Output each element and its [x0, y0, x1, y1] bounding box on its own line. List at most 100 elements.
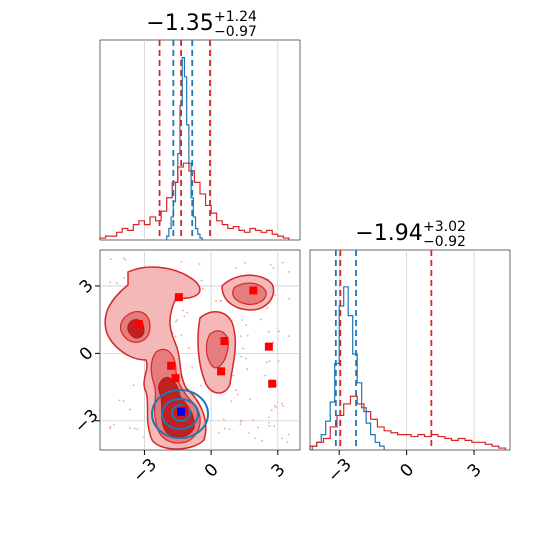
sample-point [270, 409, 273, 411]
sample-point [133, 427, 136, 430]
marginal-2-plus: +3.02 [423, 219, 466, 235]
sample-point [174, 335, 177, 338]
sample-point [132, 384, 135, 387]
marginal-2-frame [309, 249, 511, 451]
sample-point [109, 258, 112, 261]
sample-point [254, 437, 257, 440]
sample-point [275, 406, 277, 409]
sample-point [273, 405, 276, 407]
x-tick-label: 3 [268, 460, 290, 482]
x-tick-label: 0 [396, 460, 418, 482]
x-tick-label: −3 [129, 455, 161, 487]
blue-contour-mid [161, 398, 199, 430]
joint-y-ticks: 3 0 −3 [71, 276, 103, 438]
sample-point [281, 402, 283, 405]
sample-point [273, 425, 276, 427]
sample-point [176, 319, 178, 321]
sample-point [246, 334, 249, 337]
sample-point [124, 258, 127, 261]
sample-point [244, 261, 247, 264]
truth-marker [167, 361, 176, 370]
sample-point [198, 263, 201, 265]
sample-point [187, 347, 190, 350]
sample-point [122, 400, 125, 402]
sample-point [286, 441, 289, 443]
sample-point [277, 360, 280, 363]
sample-point [228, 428, 231, 430]
sample-point [230, 400, 233, 403]
sample-point [200, 279, 203, 282]
sample-point [223, 427, 226, 430]
truth-marker [217, 367, 226, 376]
sample-point [180, 261, 183, 263]
sample-point [122, 257, 125, 260]
marginal-1-frame [99, 39, 301, 241]
sample-point [220, 299, 222, 302]
y-tick-label: 0 [76, 343, 98, 365]
joint-x-ticks: −3 0 3 [129, 450, 289, 487]
sample-point [234, 267, 237, 269]
truth-marker [177, 407, 186, 416]
x-tick-label: −3 [324, 455, 356, 487]
sample-point [281, 437, 284, 440]
sample-point [287, 433, 290, 436]
truth-marker [249, 286, 258, 295]
truth-marker [171, 374, 180, 383]
sample-point [257, 426, 260, 429]
sample-point [249, 398, 251, 401]
sample-point [272, 267, 275, 270]
sample-point [128, 427, 131, 429]
sample-point [282, 405, 285, 408]
sample-point [261, 439, 264, 442]
sample-point [264, 374, 267, 377]
sample-point [259, 318, 262, 321]
sample-point [218, 432, 220, 434]
sample-point [274, 294, 277, 296]
sample-point [109, 426, 112, 428]
sample-point [266, 361, 268, 364]
sample-point [268, 421, 271, 424]
marginal-panel-2: −3 0 3 −1.94 +3.02 −0.92 [309, 219, 511, 487]
sample-point [236, 393, 239, 396]
sample-point [288, 335, 290, 338]
histogram-step [99, 162, 290, 240]
sample-point [252, 419, 254, 422]
marginal-1-title: −1.35 [146, 11, 213, 36]
y-tick-label: 3 [76, 276, 98, 298]
truth-marker [220, 337, 229, 346]
truth-marker [264, 342, 273, 351]
sample-point [288, 297, 291, 300]
sample-point [118, 399, 121, 402]
joint-truth-markers [134, 286, 277, 416]
sample-point [247, 432, 250, 434]
x-tick-label: 0 [201, 460, 223, 482]
sample-point [183, 315, 186, 318]
joint-panel: 3 0 −3 −3 0 3 [71, 249, 301, 487]
sample-point [109, 427, 111, 430]
sample-point [268, 416, 270, 419]
truth-marker [174, 293, 183, 302]
sample-point [115, 282, 118, 285]
sample-point [199, 384, 202, 387]
y-tick-label: −3 [71, 406, 103, 438]
sample-point [182, 309, 184, 312]
sample-point [235, 389, 238, 392]
histogram-step [166, 57, 203, 240]
marginal-2-minus: −0.92 [423, 234, 466, 250]
sample-point [232, 374, 235, 377]
sample-point [191, 366, 194, 369]
sample-point [268, 425, 271, 427]
marginal-1-median: −1.35 [146, 11, 213, 36]
marginal-1-histograms [99, 57, 290, 240]
histogram-step [311, 286, 385, 450]
sample-point [142, 436, 145, 439]
truth-marker [134, 320, 143, 329]
sample-point [278, 330, 281, 333]
marginal-1-minus: −0.97 [214, 24, 257, 40]
sample-point [240, 420, 243, 423]
marginal-2-median: −1.94 [355, 221, 422, 246]
blue-contours [151, 389, 209, 439]
sample-point [112, 423, 115, 426]
sample-point [123, 277, 126, 279]
sample-point [109, 281, 112, 284]
